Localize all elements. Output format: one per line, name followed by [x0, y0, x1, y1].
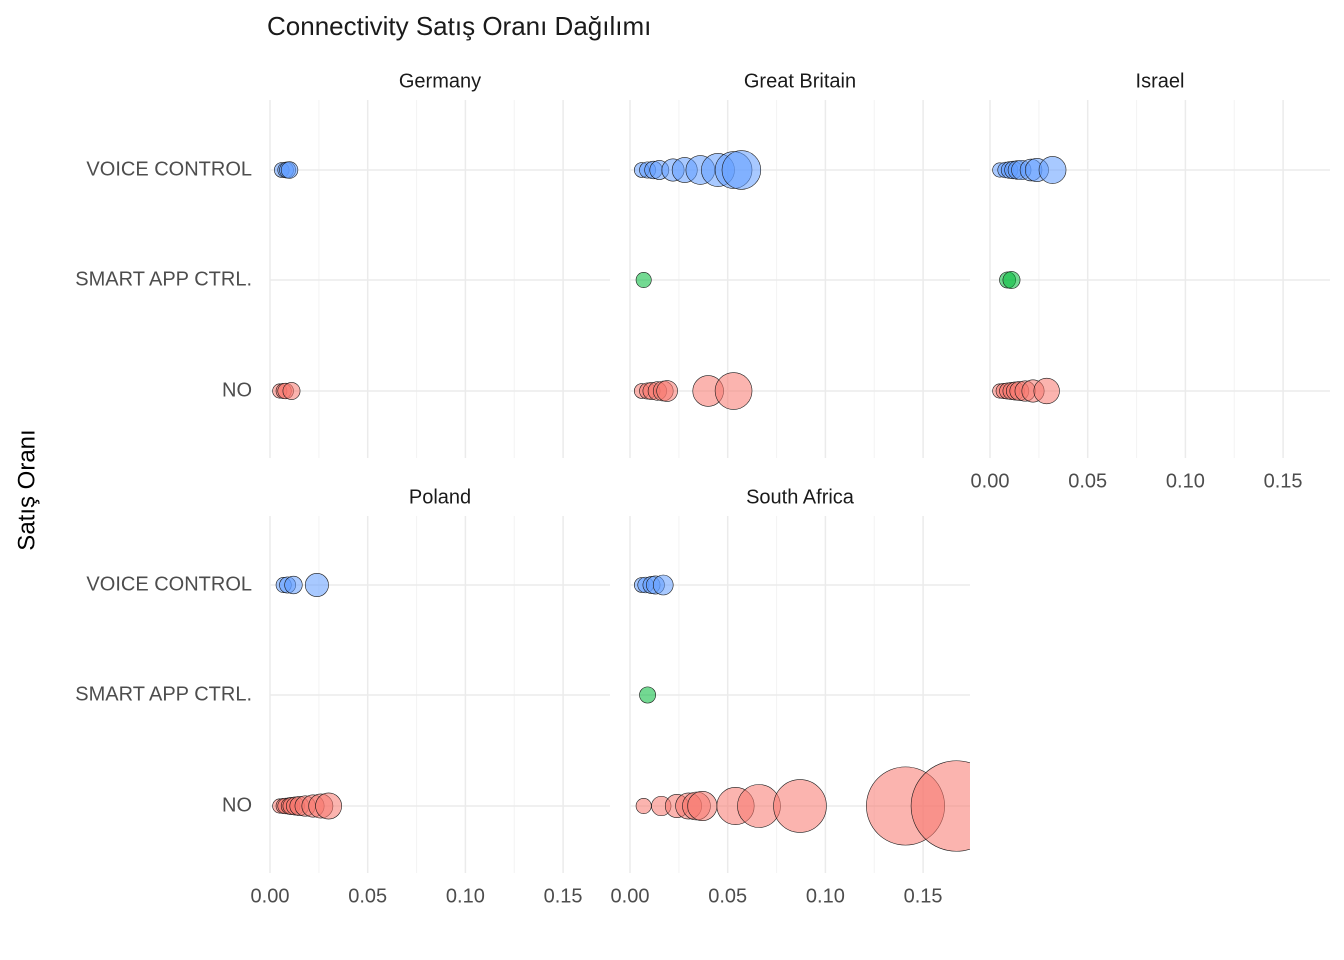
x-tick-label: 0.05 — [348, 885, 387, 907]
x-tick-label: 0.05 — [708, 885, 747, 907]
chart-title: Connectivity Satış Oranı Dağılımı — [267, 11, 651, 41]
bubble — [280, 161, 299, 179]
bubble — [284, 575, 303, 595]
x-tick-label: 0.15 — [544, 885, 583, 907]
y-axis-title: Satış Oranı — [13, 429, 40, 550]
panel: Israel 0.00 0.05 0.10 0.15 — [971, 70, 1330, 492]
bubble — [639, 686, 657, 704]
panel: Great Britain — [629, 70, 970, 458]
bubble — [656, 380, 678, 402]
x-tick-label: 0.10 — [1166, 470, 1205, 492]
bubble — [652, 574, 674, 596]
bubble — [1002, 271, 1021, 289]
x-tick-label: 0.15 — [904, 885, 943, 907]
bubble — [315, 792, 342, 820]
x-tick-label: 0.00 — [971, 470, 1010, 492]
x-tick-label: 0.10 — [806, 885, 845, 907]
bubble — [1038, 156, 1067, 184]
x-tick-label: 0.00 — [611, 885, 650, 907]
bubble — [635, 798, 652, 814]
x-tick-label: 0.15 — [1264, 470, 1303, 492]
bubble — [721, 150, 762, 190]
y-tick-label: NO — [222, 379, 252, 401]
panel: South Africa 0.00 0.05 0.10 0.15 — [611, 486, 970, 907]
panel: Poland 0.00 0.05 0.10 0.15 VOICE CONTROL SMART… — [75, 486, 610, 907]
x-tick-label: 0.05 — [1068, 470, 1107, 492]
strip-title: Germany — [399, 70, 481, 92]
x-tick-label: 0.00 — [251, 885, 290, 907]
bubble — [910, 760, 970, 852]
strip-title: Poland — [409, 486, 471, 508]
y-tick-label: NO — [222, 794, 252, 816]
x-tick-label: 0.10 — [446, 885, 485, 907]
panel: Germany VOICE CONTROL SMART APP CTRL. NO — [75, 70, 610, 458]
strip-title: Israel — [1136, 70, 1185, 92]
bubble — [635, 272, 652, 288]
bubble — [714, 372, 753, 410]
strip-title: Great Britain — [744, 70, 856, 92]
bubble — [282, 382, 301, 400]
y-tick-label: VOICE CONTROL — [86, 158, 252, 180]
y-tick-label: SMART APP CTRL. — [75, 683, 252, 705]
bubble — [687, 791, 718, 821]
strip-title: South Africa — [746, 486, 855, 508]
y-tick-label: SMART APP CTRL. — [75, 268, 252, 290]
y-tick-label: VOICE CONTROL — [86, 573, 252, 595]
bubble — [773, 779, 827, 833]
bubble — [304, 573, 329, 597]
bubble — [1033, 377, 1060, 405]
